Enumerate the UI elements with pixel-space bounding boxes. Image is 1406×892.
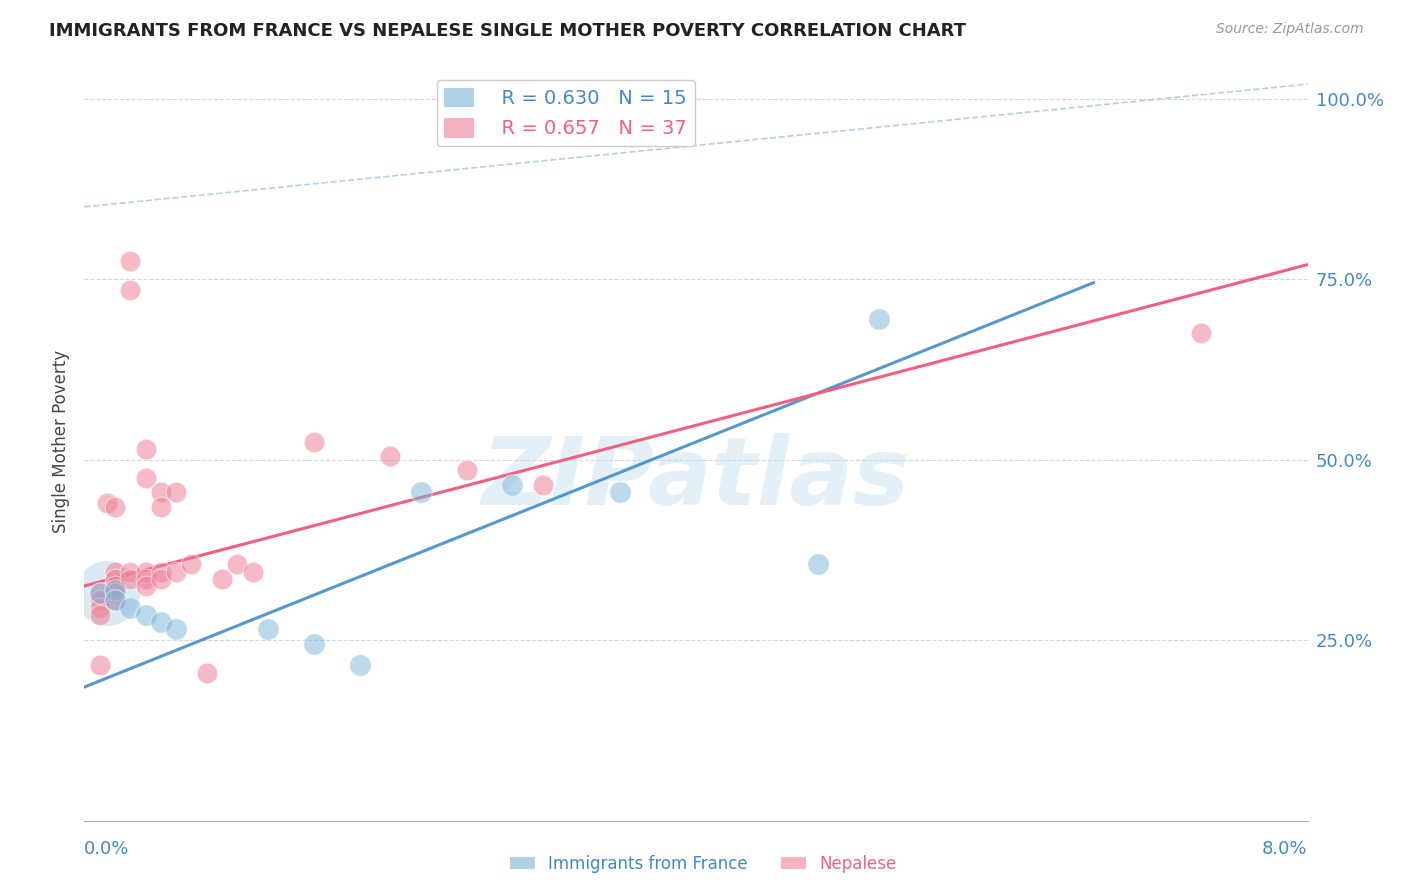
Point [96,586,118,600]
Point [89,586,111,600]
Point [302,434,325,449]
Point [104,572,127,586]
Text: 0.0%: 0.0% [84,839,129,857]
Legend: Immigrants from France, Nepalese: Immigrants from France, Nepalese [503,848,903,880]
Point [149,500,172,514]
Point [195,665,218,680]
Point [149,485,172,500]
Point [135,607,157,622]
Y-axis label: Single Mother Poverty: Single Mother Poverty [52,350,70,533]
Point [96,496,118,510]
Point [120,572,142,586]
Point [165,622,187,636]
Point [302,637,325,651]
Point [89,658,111,673]
Point [165,485,187,500]
Point [135,572,157,586]
Text: 8.0%: 8.0% [1263,839,1308,857]
Point [609,485,631,500]
Point [104,579,127,593]
Point [869,311,891,326]
Point [104,593,127,607]
Point [149,615,172,629]
Text: ZIPatlas: ZIPatlas [482,434,910,525]
Point [135,565,157,579]
Point [135,579,157,593]
Point [165,565,187,579]
Point [257,622,280,636]
Point [104,565,127,579]
Point [180,558,202,572]
Point [242,565,264,579]
Point [456,463,478,477]
Point [104,582,127,597]
Point [502,478,524,492]
Point [89,586,111,600]
Point [89,593,111,607]
Point [89,607,111,622]
Point [349,658,371,673]
Point [531,478,554,492]
Point [409,485,432,500]
Point [135,442,157,456]
Text: Source: ZipAtlas.com: Source: ZipAtlas.com [1216,22,1364,37]
Point [120,254,142,268]
Point [226,558,249,572]
Point [149,572,172,586]
Point [135,470,157,484]
Point [149,565,172,579]
Point [120,565,142,579]
Point [211,572,233,586]
Point [104,500,127,514]
Point [120,283,142,297]
Text: IMMIGRANTS FROM FRANCE VS NEPALESE SINGLE MOTHER POVERTY CORRELATION CHART: IMMIGRANTS FROM FRANCE VS NEPALESE SINGL… [49,22,966,40]
Point [104,593,127,607]
Point [89,600,111,615]
Point [807,558,830,572]
Legend:   R = 0.630   N = 15,   R = 0.657   N = 37: R = 0.630 N = 15, R = 0.657 N = 37 [437,79,695,146]
Point [1189,326,1212,341]
Point [120,600,142,615]
Point [104,586,127,600]
Point [380,449,402,463]
